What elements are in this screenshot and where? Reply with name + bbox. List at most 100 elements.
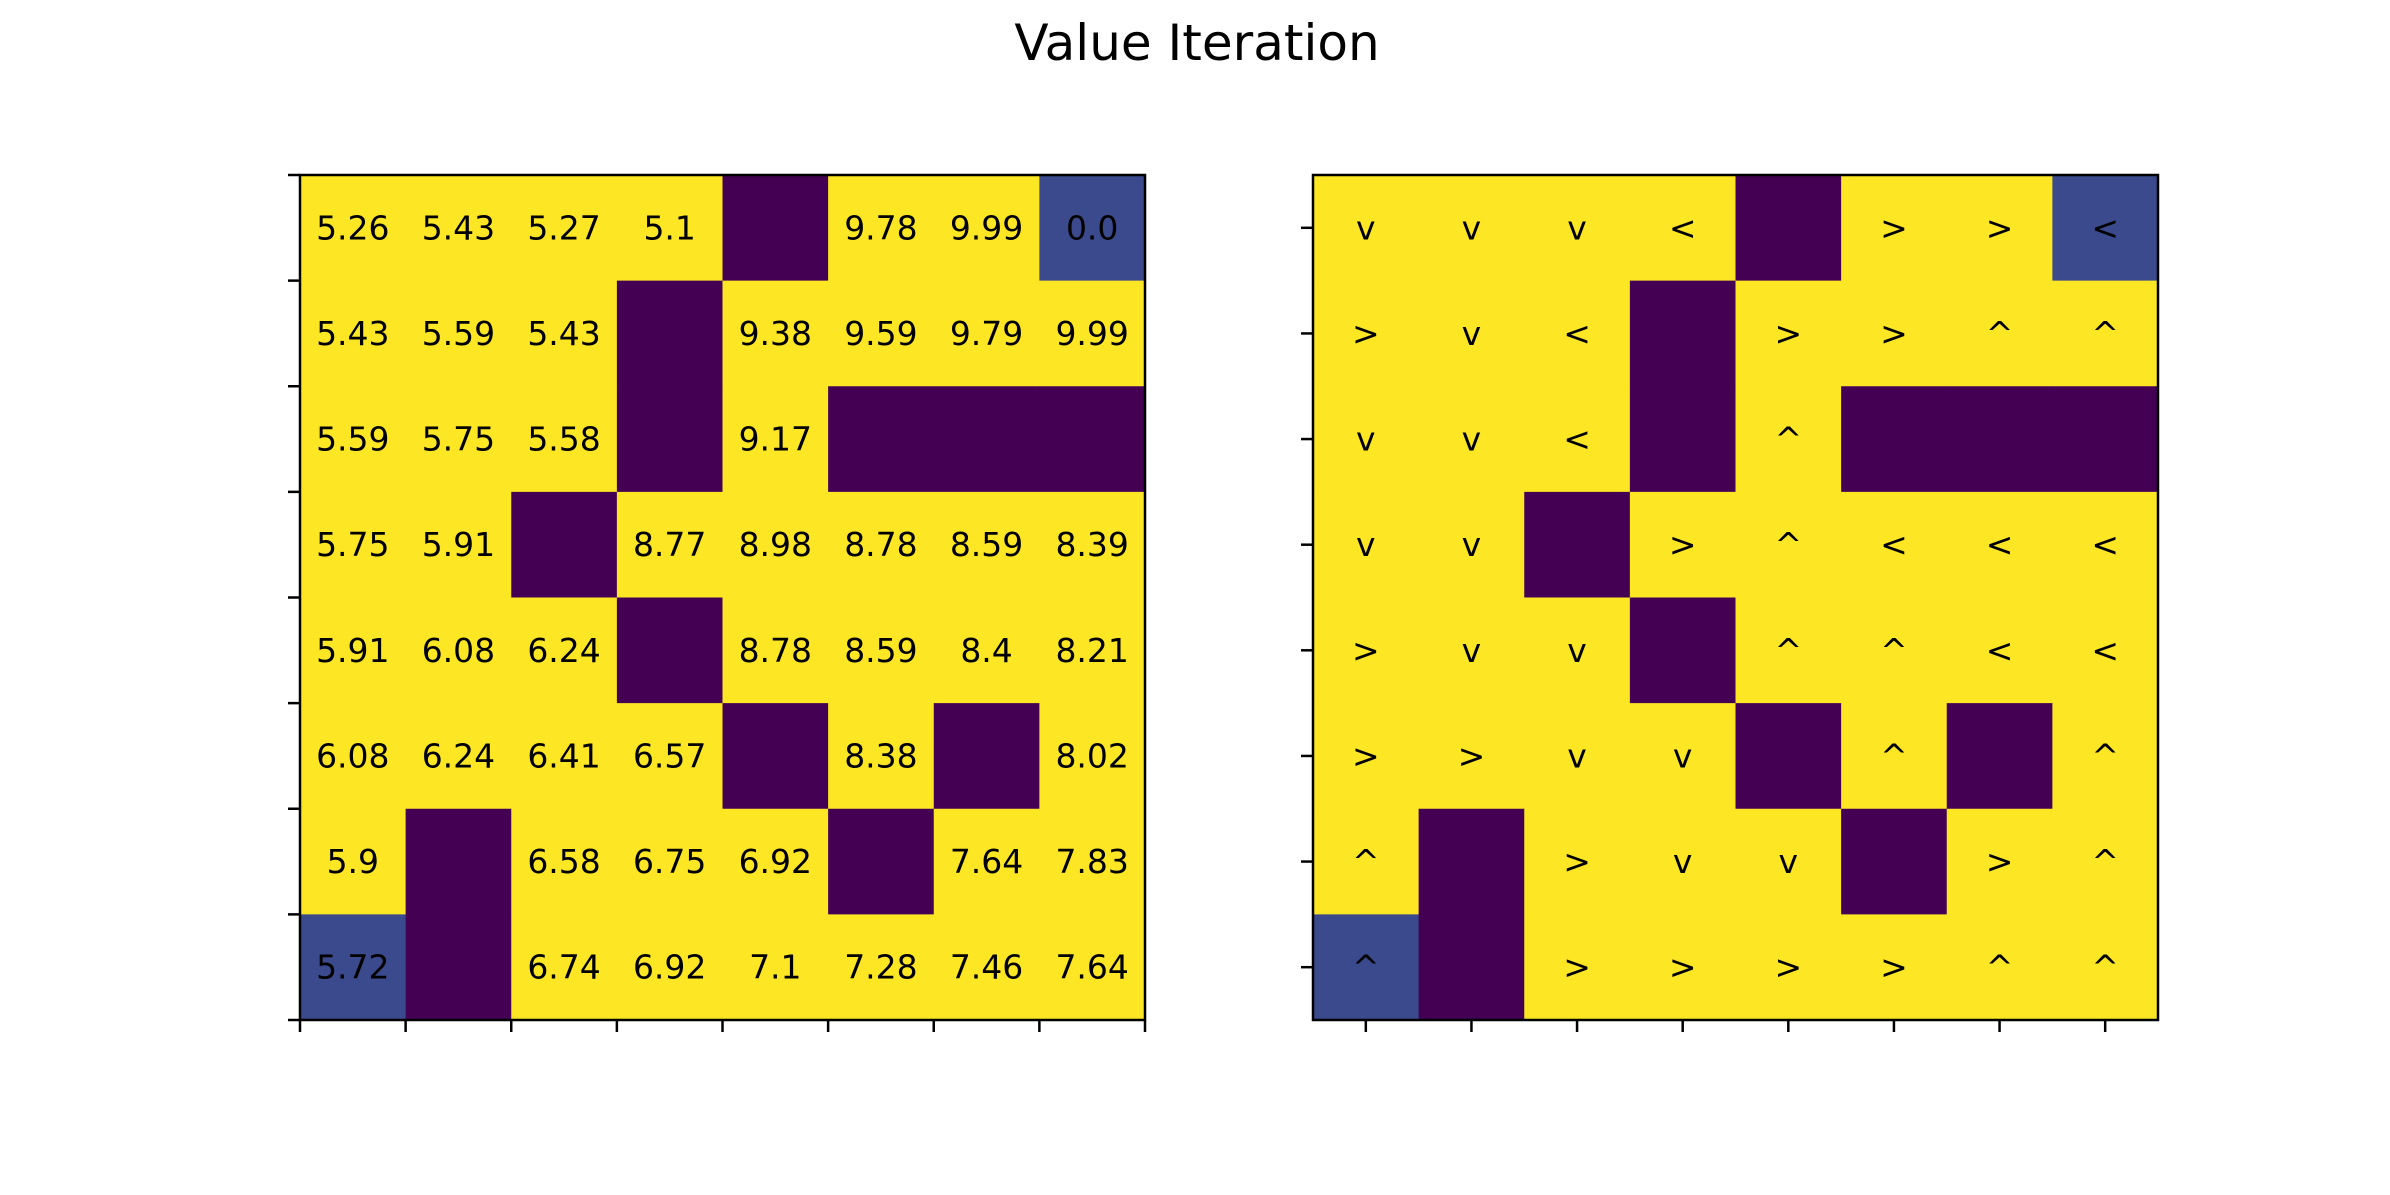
cell-label: > (1880, 208, 1908, 247)
cell-label: < (1986, 525, 2014, 564)
cell-label: 5.43 (422, 208, 495, 247)
heatmap-cell (1841, 491, 1948, 598)
heatmap-cell (1313, 914, 1420, 1021)
heatmap-cell (1946, 914, 2053, 1021)
heatmap-cell (1418, 703, 1525, 810)
cell-label: > (1563, 948, 1591, 987)
cell-label: 8.59 (844, 631, 917, 670)
heatmap-cell (616, 175, 723, 282)
cell-label: 7.28 (844, 948, 917, 987)
cell-label: > (1669, 525, 1697, 564)
heatmap-cell (2052, 280, 2159, 387)
cell-label: > (1986, 208, 2014, 247)
heatmap-cell (1039, 597, 1146, 704)
cell-label: v (1356, 525, 1376, 564)
cell-label: 5.91 (422, 525, 495, 564)
cell-label: 9.99 (950, 208, 1023, 247)
heatmap-cell (511, 808, 618, 915)
heatmap-cell (300, 808, 407, 915)
heatmap-cell (1946, 280, 2053, 387)
heatmap-cell (300, 491, 407, 598)
cell-label: > (1986, 842, 2014, 881)
cell-label: 5.43 (527, 314, 600, 353)
heatmap-cell (828, 386, 935, 493)
cell-label: 6.75 (633, 842, 706, 881)
cell-label: < (1563, 314, 1591, 353)
heatmap-cell (933, 386, 1040, 493)
heatmap-cell (1946, 175, 2053, 282)
cell-label: 8.21 (1055, 631, 1128, 670)
heatmap-cell (405, 386, 512, 493)
cell-label: v (1673, 736, 1693, 775)
heatmap-cell (1841, 597, 1948, 704)
cell-label: > (1774, 948, 1802, 987)
cell-label: < (1669, 208, 1697, 247)
heatmap-cell (511, 597, 618, 704)
cell-label: 8.39 (1055, 525, 1128, 564)
heatmap-cell (616, 280, 723, 387)
heatmap-cell (933, 491, 1040, 598)
heatmap-cell (616, 386, 723, 493)
heatmap-cell (616, 597, 723, 704)
heatmap-cell (1524, 703, 1631, 810)
cell-label: ^ (1352, 842, 1380, 881)
heatmap-cell (405, 703, 512, 810)
cell-label: ^ (1774, 420, 1802, 459)
heatmap-cell (1946, 703, 2053, 810)
cell-label: 5.27 (527, 208, 600, 247)
cell-label: 6.41 (527, 736, 600, 775)
heatmap-cell (1418, 280, 1525, 387)
heatmap-cell (828, 703, 935, 810)
heatmap-cell (1629, 175, 1736, 282)
heatmap-cell (828, 914, 935, 1021)
heatmap-cell (300, 386, 407, 493)
cell-label: v (1567, 208, 1587, 247)
heatmap-cell (300, 914, 407, 1021)
heatmap-cell (1841, 386, 1948, 493)
cell-label: 5.91 (316, 631, 389, 670)
heatmap-cell (1629, 386, 1736, 493)
heatmap-cell (511, 703, 618, 810)
heatmap-cell (2052, 175, 2159, 282)
cell-label: ^ (1880, 736, 1908, 775)
cell-label: 9.59 (844, 314, 917, 353)
heatmap-cell (1039, 175, 1146, 282)
cell-label: ^ (2091, 314, 2119, 353)
heatmap-cell (300, 280, 407, 387)
heatmap-cell (1313, 280, 1420, 387)
heatmap-cell (616, 808, 723, 915)
heatmap-cell (933, 280, 1040, 387)
cell-label: 8.77 (633, 525, 706, 564)
cell-label: v (1462, 420, 1482, 459)
cell-label: 9.38 (739, 314, 812, 353)
heatmap-cell (722, 808, 829, 915)
cell-label: > (1880, 314, 1908, 353)
heatmap-cell (511, 280, 618, 387)
cell-label: 0.0 (1066, 208, 1118, 247)
cell-label: 5.59 (422, 314, 495, 353)
cell-label: 9.17 (739, 420, 812, 459)
heatmap-cell (1841, 808, 1948, 915)
cell-label: 5.26 (316, 208, 389, 247)
heatmap-cell (511, 914, 618, 1021)
cell-label: v (1462, 208, 1482, 247)
heatmap-cell (1524, 914, 1631, 1021)
heatmap-cell (828, 280, 935, 387)
heatmap-cell (1735, 808, 1842, 915)
heatmap-cell (722, 597, 829, 704)
heatmap-cell (1735, 280, 1842, 387)
heatmap-cell (933, 597, 1040, 704)
cell-label: v (1356, 420, 1376, 459)
cell-label: ^ (2091, 736, 2119, 775)
cell-label: 9.79 (950, 314, 1023, 353)
heatmap-cell (1313, 175, 1420, 282)
heatmap-frame (1311, 173, 2160, 1022)
heatmap-cell (1039, 808, 1146, 915)
cell-label: 8.98 (739, 525, 812, 564)
heatmap-cell (405, 280, 512, 387)
heatmap-cell (1841, 703, 1948, 810)
policy-heatmap-panel: v v v < > > < > v < > > ^ ^ v v < ^ v v > ^ < < < > v v ^ ^ < < > > v v ^ ^ ^ >… (1301, 173, 2160, 1032)
heatmap-cell (405, 597, 512, 704)
heatmap-cell (616, 914, 723, 1021)
heatmap-cell (511, 386, 618, 493)
